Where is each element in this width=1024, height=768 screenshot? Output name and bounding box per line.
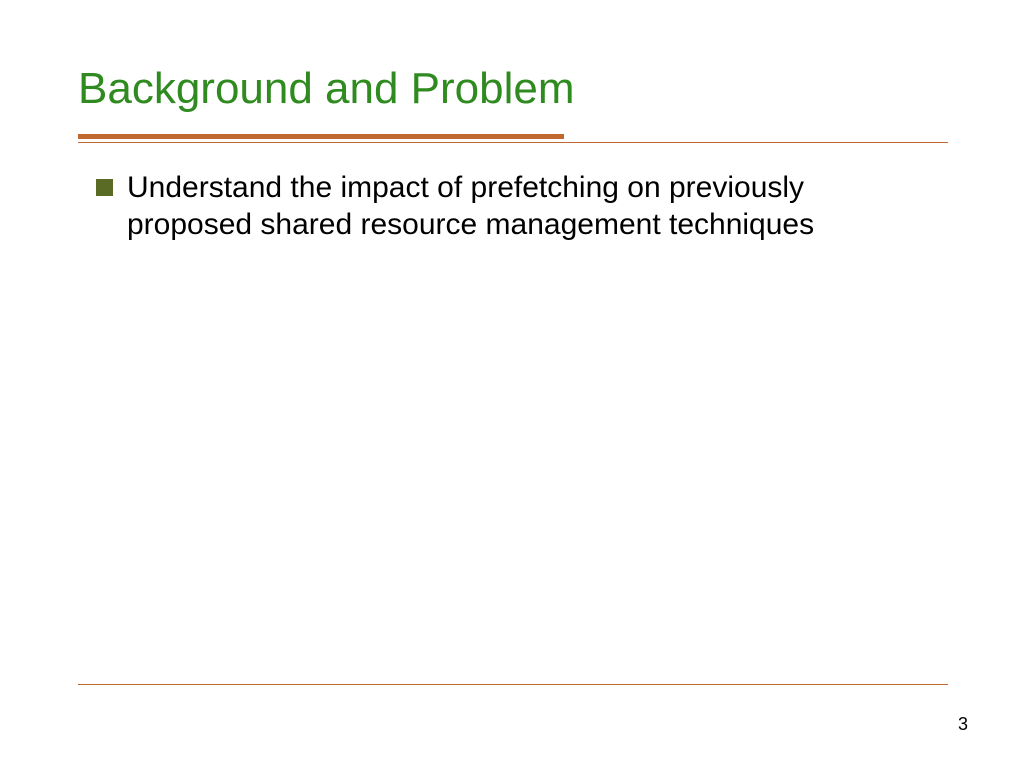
page-number: 3 [958, 714, 968, 735]
bullet-text: Understand the impact of prefetching on … [127, 170, 916, 243]
footer-rule [78, 684, 948, 685]
bullet-list: Understand the impact of prefetching on … [96, 170, 916, 243]
list-item: Understand the impact of prefetching on … [96, 170, 916, 243]
title-underline-thin [78, 142, 948, 143]
title-underline-thick [78, 134, 564, 139]
slide: Background and Problem Understand the im… [0, 0, 1024, 768]
square-bullet-icon [96, 179, 113, 196]
slide-title: Background and Problem [78, 64, 575, 114]
